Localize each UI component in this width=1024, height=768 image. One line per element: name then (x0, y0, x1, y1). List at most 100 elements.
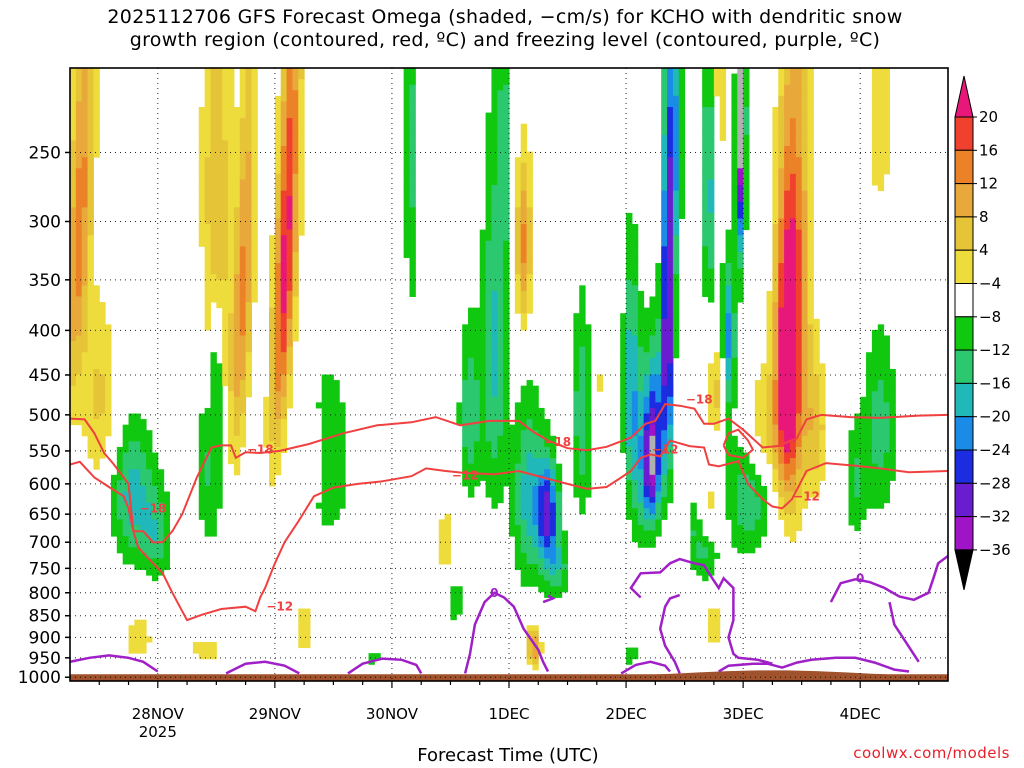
omega-cell (274, 329, 282, 336)
omega-cell (789, 79, 803, 86)
omega-cell (631, 530, 662, 537)
omega-cell (667, 313, 674, 320)
omega-cell (81, 318, 89, 325)
omega-cell (526, 218, 533, 225)
omega-cell (655, 396, 662, 403)
omega-cell (743, 179, 750, 186)
omega-cell (292, 79, 299, 86)
omega-cell (661, 497, 674, 504)
omega-cell (655, 279, 662, 286)
omega-cell (702, 240, 715, 247)
omega-cell (860, 458, 873, 465)
omega-cell (690, 536, 709, 543)
omega-cell (292, 257, 299, 264)
omega-cell (286, 329, 293, 336)
credit-link[interactable]: coolwx.com/models (853, 744, 1010, 762)
omega-cell (860, 407, 873, 415)
omega-cell (772, 424, 779, 431)
omega-cell (801, 391, 809, 398)
omega-cell (514, 263, 522, 270)
omega-cell (801, 402, 809, 409)
omega-cell (70, 352, 83, 359)
omega-cell (110, 530, 124, 537)
omega-cell (204, 519, 217, 526)
omega-cell (795, 341, 803, 348)
omega-cell (462, 430, 481, 437)
omega-cell (251, 173, 258, 180)
omega-cell (233, 424, 241, 431)
omega-cell (772, 391, 779, 398)
omega-cell (479, 424, 487, 431)
omega-cell (631, 452, 639, 459)
omega-cell (801, 419, 814, 426)
omega-cell (719, 107, 727, 114)
omega-cell (737, 185, 744, 192)
omega-cell (772, 407, 779, 415)
omega-cell (321, 396, 340, 403)
omega-cell (807, 307, 814, 314)
omega-cell (725, 290, 732, 297)
omega-cell (491, 335, 498, 342)
omega-cell (573, 352, 580, 359)
omega-cell (626, 391, 633, 398)
omega-cell (795, 402, 803, 409)
omega-cell (263, 407, 270, 415)
omega-cell (450, 597, 463, 604)
omega-cell (146, 491, 159, 498)
omega-cell (151, 508, 165, 515)
omega-cell (620, 357, 627, 364)
omega-cell (626, 463, 633, 470)
omega-cell (204, 257, 211, 264)
omega-cell (637, 458, 645, 465)
omega-cell (672, 168, 680, 175)
omega-cell (514, 240, 522, 247)
omega-cell (520, 207, 528, 214)
omega-cell (140, 474, 153, 481)
omega-cell (637, 380, 645, 387)
omega-cell (795, 235, 803, 242)
omega-cell (81, 352, 112, 359)
omega-cell (292, 274, 299, 281)
omega-cell (778, 196, 785, 203)
omega-cell (672, 151, 680, 158)
omega-cell (210, 123, 223, 130)
omega-cell (198, 469, 206, 476)
omega-cell (456, 413, 463, 420)
omega-cell (497, 179, 510, 186)
omega-cell (801, 235, 809, 242)
omega-cell (93, 413, 100, 420)
omega-cell (485, 251, 504, 258)
omega-cell (672, 335, 680, 342)
ground (70, 670, 948, 681)
omega-cell (233, 207, 241, 214)
omega-cell (549, 458, 557, 465)
omega-cell (667, 173, 674, 180)
omega-cell (643, 441, 650, 448)
omega-cell (760, 508, 768, 515)
omega-cell (514, 497, 522, 504)
omega-cell (801, 95, 809, 102)
omega-cell (286, 268, 293, 275)
omega-cell (298, 123, 305, 130)
omega-cell (579, 346, 586, 353)
omega-cell (649, 402, 668, 409)
omega-cell (737, 129, 744, 136)
omega-cell (233, 318, 241, 325)
omega-cell (251, 118, 258, 125)
omega-cell (544, 524, 551, 532)
omega-cell (696, 569, 715, 576)
omega-cell (222, 101, 235, 108)
omega-cell (468, 368, 475, 375)
omega-cell (122, 430, 153, 437)
omega-cell (128, 513, 153, 520)
omega-cell (871, 419, 890, 426)
omega-cell (678, 140, 686, 147)
omega-cell (678, 162, 686, 169)
omega-cell (280, 424, 288, 431)
omega-cell (298, 68, 305, 75)
omega-cell (81, 84, 89, 91)
omega-cell (93, 73, 100, 80)
omega-cell (70, 212, 77, 219)
omega-cell (795, 302, 803, 309)
omega-cell (737, 84, 744, 91)
